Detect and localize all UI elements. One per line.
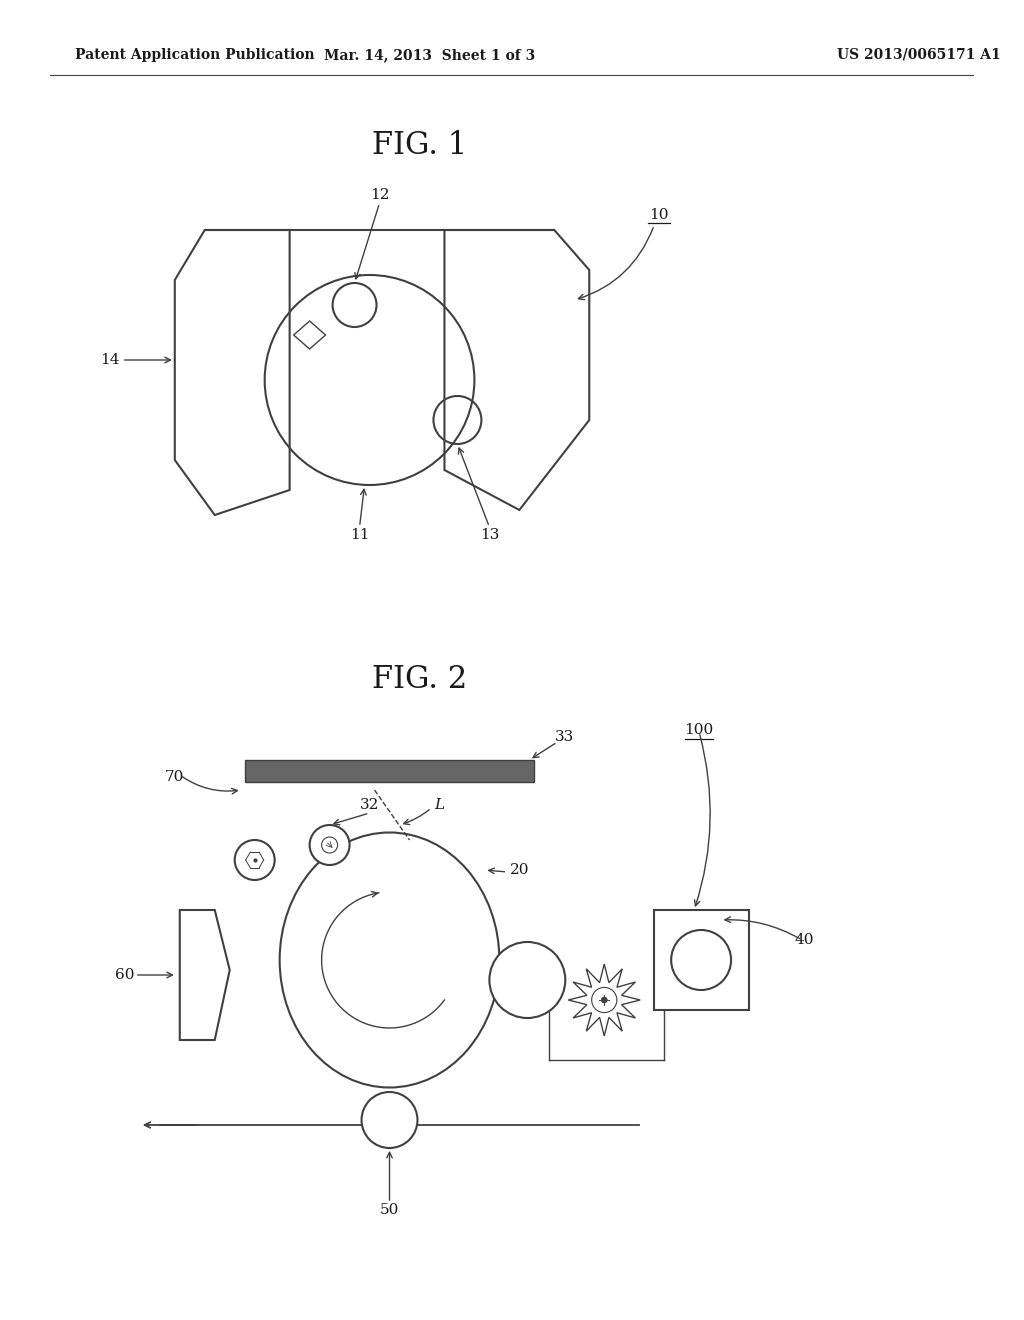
Circle shape [361, 1092, 418, 1148]
Text: Patent Application Publication: Patent Application Publication [75, 48, 314, 62]
Text: 100: 100 [684, 723, 714, 737]
Text: 20: 20 [510, 863, 529, 876]
Text: 10: 10 [649, 209, 669, 222]
Text: 13: 13 [479, 528, 499, 543]
Ellipse shape [280, 833, 500, 1088]
Text: FIG. 2: FIG. 2 [372, 664, 467, 696]
Circle shape [489, 942, 565, 1018]
Text: 60: 60 [115, 968, 134, 982]
Text: 12: 12 [370, 187, 389, 202]
Text: FIG. 1: FIG. 1 [372, 129, 467, 161]
Text: 40: 40 [795, 933, 814, 946]
Text: US 2013/0065171 A1: US 2013/0065171 A1 [837, 48, 1000, 62]
Polygon shape [180, 909, 229, 1040]
Circle shape [234, 840, 274, 880]
Circle shape [601, 997, 607, 1003]
Circle shape [309, 825, 349, 865]
Text: 33: 33 [555, 730, 573, 744]
Text: L: L [434, 799, 444, 812]
Text: 14: 14 [100, 352, 120, 367]
Text: 32: 32 [359, 799, 379, 812]
Bar [245, 760, 535, 781]
Text: 50: 50 [380, 1203, 399, 1217]
Text: Mar. 14, 2013  Sheet 1 of 3: Mar. 14, 2013 Sheet 1 of 3 [324, 48, 536, 62]
Bar [654, 909, 750, 1010]
Text: 70: 70 [165, 770, 184, 784]
Text: 11: 11 [350, 528, 370, 543]
